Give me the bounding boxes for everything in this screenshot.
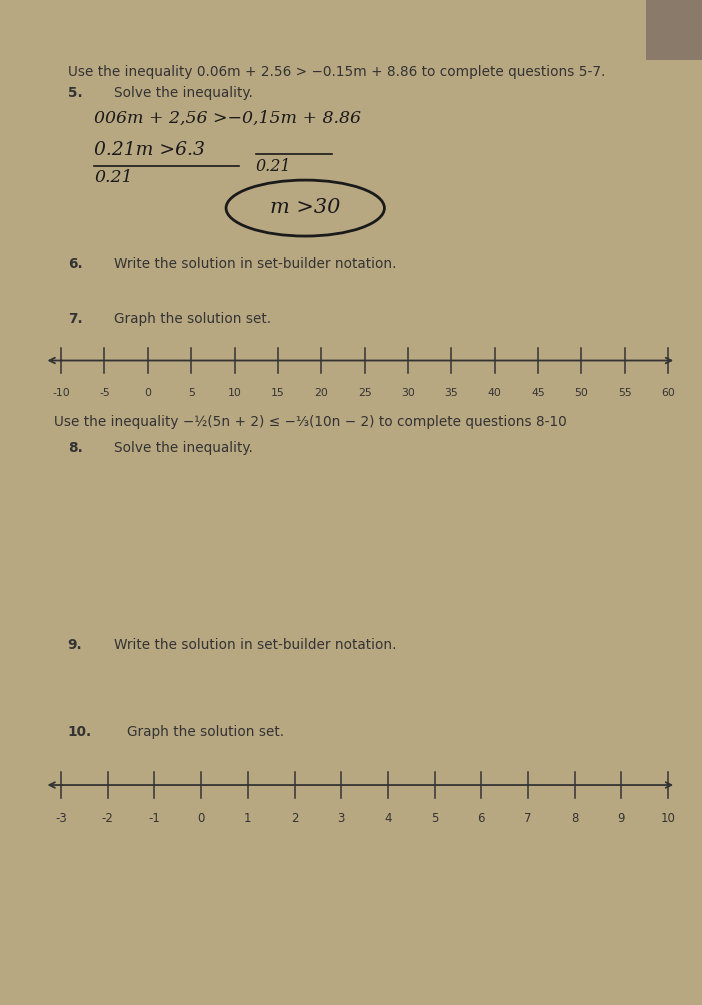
- Text: 4: 4: [384, 812, 392, 825]
- Text: -10: -10: [52, 388, 70, 398]
- Text: -5: -5: [99, 388, 110, 398]
- Text: 25: 25: [358, 388, 371, 398]
- Text: -1: -1: [149, 812, 161, 825]
- Text: m >30: m >30: [270, 198, 340, 217]
- Text: 9: 9: [618, 812, 625, 825]
- Text: 7.: 7.: [67, 313, 82, 327]
- Text: 1: 1: [244, 812, 251, 825]
- Text: Graph the solution set.: Graph the solution set.: [127, 726, 284, 740]
- Text: 6: 6: [477, 812, 485, 825]
- Text: 50: 50: [574, 388, 588, 398]
- Text: 15: 15: [271, 388, 285, 398]
- Text: 60: 60: [661, 388, 675, 398]
- Text: 10: 10: [227, 388, 241, 398]
- Text: 8.: 8.: [67, 440, 82, 454]
- Text: 006m + 2,56 >−0,15m + 8.86: 006m + 2,56 >−0,15m + 8.86: [94, 110, 361, 127]
- Text: 35: 35: [444, 388, 458, 398]
- Text: Write the solution in set-builder notation.: Write the solution in set-builder notati…: [114, 638, 397, 652]
- Text: 20: 20: [314, 388, 329, 398]
- Text: 8: 8: [571, 812, 578, 825]
- Text: 40: 40: [488, 388, 502, 398]
- Text: 45: 45: [531, 388, 545, 398]
- Text: 0.21: 0.21: [256, 158, 291, 175]
- Text: 5: 5: [431, 812, 438, 825]
- Text: 0.21: 0.21: [94, 170, 133, 187]
- Text: -3: -3: [55, 812, 67, 825]
- Text: 0.21m >6.3: 0.21m >6.3: [94, 141, 205, 159]
- Text: 55: 55: [618, 388, 632, 398]
- Text: 5: 5: [187, 388, 194, 398]
- Text: 5.: 5.: [67, 85, 82, 99]
- Text: -2: -2: [102, 812, 114, 825]
- Text: Use the inequality 0.06m + 2.56 > −0.15m + 8.86 to complete questions 5-7.: Use the inequality 0.06m + 2.56 > −0.15m…: [67, 65, 605, 79]
- Text: 30: 30: [401, 388, 415, 398]
- Text: 7: 7: [524, 812, 532, 825]
- Text: 10.: 10.: [67, 726, 92, 740]
- Text: Use the inequality −½(5n + 2) ≤ −⅓(10n − 2) to complete questions 8-10: Use the inequality −½(5n + 2) ≤ −⅓(10n −…: [55, 414, 567, 428]
- Text: 6.: 6.: [67, 257, 82, 271]
- Text: 2: 2: [291, 812, 298, 825]
- Text: Solve the inequality.: Solve the inequality.: [114, 440, 253, 454]
- Text: 3: 3: [338, 812, 345, 825]
- Text: Graph the solution set.: Graph the solution set.: [114, 313, 271, 327]
- Text: Solve the inequality.: Solve the inequality.: [114, 85, 253, 99]
- Text: 10: 10: [661, 812, 675, 825]
- Text: 0: 0: [197, 812, 205, 825]
- Text: 0: 0: [145, 388, 152, 398]
- Text: 9.: 9.: [67, 638, 82, 652]
- Text: Write the solution in set-builder notation.: Write the solution in set-builder notati…: [114, 257, 397, 271]
